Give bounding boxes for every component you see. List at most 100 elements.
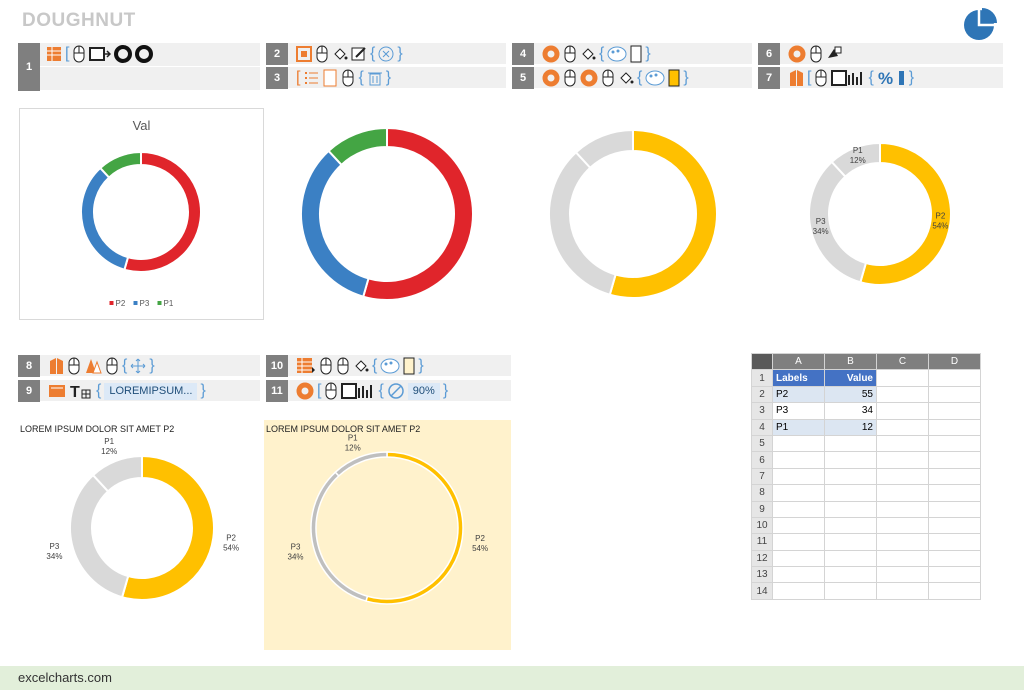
column-header[interactable]: B	[824, 352, 877, 371]
cell[interactable]	[876, 533, 929, 551]
step-4: 4 { }	[512, 43, 752, 65]
cell[interactable]	[928, 385, 981, 404]
row-header[interactable]: 7	[751, 467, 773, 486]
cell[interactable]	[824, 549, 877, 568]
cell[interactable]	[824, 434, 877, 453]
cell-labels-header[interactable]: Labels	[772, 369, 825, 387]
hole-size-field[interactable]: 90%	[407, 382, 440, 400]
cell[interactable]	[876, 418, 929, 436]
cell[interactable]	[772, 434, 825, 453]
cell[interactable]	[876, 549, 929, 568]
cell[interactable]	[928, 484, 981, 502]
cell-label[interactable]: P3	[772, 402, 825, 420]
cell[interactable]	[928, 549, 981, 568]
cell[interactable]	[876, 467, 929, 486]
row-header[interactable]: 12	[751, 549, 773, 568]
cell[interactable]	[772, 484, 825, 502]
cell-label[interactable]: P1	[772, 418, 825, 436]
row-header[interactable]: 11	[751, 533, 773, 551]
row-header[interactable]: 1	[751, 369, 773, 387]
cell[interactable]	[876, 385, 929, 404]
column-header[interactable]: C	[876, 352, 929, 371]
row-header[interactable]: 3	[751, 402, 773, 420]
cell[interactable]	[772, 566, 825, 584]
brace-icon: }	[418, 357, 424, 374]
cell[interactable]	[876, 582, 929, 600]
column-header[interactable]: D	[928, 352, 981, 371]
cell[interactable]	[772, 516, 825, 535]
cell[interactable]	[824, 484, 877, 502]
doughnut-slice-p3[interactable]	[69, 473, 130, 599]
cell[interactable]	[824, 451, 877, 469]
doughnut-slice-p3[interactable]	[548, 150, 617, 296]
fill-icon	[334, 48, 348, 60]
cell[interactable]	[876, 516, 929, 535]
cell[interactable]	[824, 533, 877, 551]
doughnut-slice-p1[interactable]	[334, 451, 388, 477]
cell[interactable]	[876, 500, 929, 518]
row-header[interactable]: 13	[751, 566, 773, 584]
doughnut-slice-p1[interactable]	[91, 454, 143, 493]
delete-icon	[367, 72, 382, 86]
footer: excelcharts.com	[0, 666, 1024, 690]
doughnut-slice-p2[interactable]	[120, 454, 215, 601]
cell-value[interactable]: 34	[824, 402, 877, 420]
doughnut-slice-p1[interactable]	[830, 141, 881, 178]
cell-value-header[interactable]: Value	[824, 369, 877, 387]
cell[interactable]	[772, 467, 825, 486]
cell-label[interactable]: P2	[772, 385, 825, 404]
cell[interactable]	[876, 451, 929, 469]
cell-value[interactable]: 12	[824, 418, 877, 436]
sheet-corner[interactable]	[751, 352, 773, 371]
doughnut-slice-p1[interactable]	[574, 128, 634, 170]
cell[interactable]	[928, 451, 981, 469]
cell[interactable]	[772, 582, 825, 600]
cell[interactable]	[876, 484, 929, 502]
cell[interactable]	[824, 582, 877, 600]
cell[interactable]	[928, 369, 981, 387]
title-text-field[interactable]: LOREMIPSUM...	[104, 382, 198, 400]
cell[interactable]	[824, 500, 877, 518]
row-header[interactable]: 5	[751, 434, 773, 453]
row-header[interactable]: 9	[751, 500, 773, 518]
step-3-icons: [ { }	[290, 67, 391, 89]
cell[interactable]	[824, 516, 877, 535]
cell[interactable]	[772, 549, 825, 568]
step-11-icons: [ { 90% }	[290, 380, 448, 402]
doughnut-slice-p2[interactable]	[859, 141, 952, 286]
cell[interactable]	[928, 402, 981, 420]
cell[interactable]	[928, 516, 981, 535]
cell[interactable]	[928, 434, 981, 453]
doughnut-slice-p2[interactable]	[608, 128, 718, 299]
cell[interactable]	[824, 467, 877, 486]
cell[interactable]	[928, 467, 981, 486]
cell[interactable]	[772, 500, 825, 518]
cell[interactable]	[824, 566, 877, 584]
fill-icon	[355, 360, 369, 372]
cell[interactable]	[928, 500, 981, 518]
footer-site-link[interactable]: excelcharts.com	[18, 670, 112, 685]
row-header[interactable]: 10	[751, 516, 773, 535]
column-header[interactable]: A	[772, 352, 825, 371]
row-header[interactable]: 4	[751, 418, 773, 436]
cell[interactable]	[876, 402, 929, 420]
doughnut-slice-p1[interactable]	[327, 126, 388, 167]
row-header[interactable]: 8	[751, 484, 773, 502]
cell[interactable]	[772, 533, 825, 551]
cell[interactable]	[928, 418, 981, 436]
row-header[interactable]: 14	[751, 582, 773, 600]
doughnut-slice-p2[interactable]	[362, 126, 474, 301]
cell[interactable]	[928, 533, 981, 551]
doughnut-slice-p3[interactable]	[300, 149, 370, 298]
cell[interactable]	[876, 566, 929, 584]
row-header[interactable]: 6	[751, 451, 773, 469]
cell[interactable]	[928, 582, 981, 600]
row-header[interactable]: 2	[751, 385, 773, 404]
cell[interactable]	[772, 451, 825, 469]
cell[interactable]	[928, 566, 981, 584]
cell-value[interactable]: 55	[824, 385, 877, 404]
cell[interactable]	[876, 369, 929, 387]
doughnut-slice-p1[interactable]	[98, 150, 142, 179]
cell[interactable]	[876, 434, 929, 453]
brace-icon: }	[200, 382, 206, 399]
